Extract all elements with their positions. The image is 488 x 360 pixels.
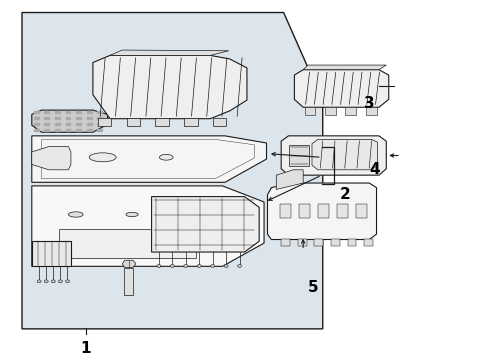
Ellipse shape	[89, 153, 116, 162]
Bar	[97, 129, 102, 131]
Bar	[330, 239, 339, 246]
Ellipse shape	[159, 154, 173, 160]
Bar	[86, 129, 91, 131]
Bar	[297, 239, 306, 246]
Bar	[65, 129, 70, 131]
Bar	[365, 107, 376, 115]
Polygon shape	[151, 197, 259, 252]
Bar	[281, 239, 289, 246]
Bar	[55, 111, 60, 113]
Circle shape	[197, 265, 201, 267]
Bar	[279, 204, 291, 218]
Bar	[44, 111, 49, 113]
Polygon shape	[122, 260, 136, 267]
Bar	[76, 111, 81, 113]
Bar	[65, 117, 70, 119]
Bar	[325, 107, 335, 115]
Circle shape	[170, 265, 174, 267]
Bar	[298, 204, 310, 218]
Bar	[65, 123, 70, 125]
Circle shape	[37, 280, 41, 283]
Circle shape	[210, 265, 214, 267]
Text: 1: 1	[80, 341, 91, 356]
Polygon shape	[294, 70, 388, 107]
Bar	[34, 117, 39, 119]
Bar	[155, 118, 169, 126]
Bar	[86, 111, 91, 113]
Polygon shape	[110, 50, 228, 55]
Bar	[55, 123, 60, 125]
Bar	[97, 123, 102, 125]
Bar	[55, 129, 60, 131]
Polygon shape	[32, 147, 71, 170]
Polygon shape	[32, 110, 107, 132]
Text: 3: 3	[364, 96, 374, 111]
Bar	[97, 117, 102, 119]
Bar	[345, 107, 355, 115]
Polygon shape	[32, 136, 266, 182]
Bar	[76, 129, 81, 131]
Bar	[317, 204, 329, 218]
Bar	[98, 118, 111, 126]
Bar	[364, 239, 372, 246]
Bar	[34, 123, 39, 125]
Ellipse shape	[126, 212, 138, 217]
Circle shape	[59, 280, 62, 283]
Circle shape	[157, 265, 161, 267]
Circle shape	[224, 265, 227, 267]
Bar	[34, 111, 39, 113]
Bar	[304, 107, 315, 115]
Polygon shape	[93, 55, 246, 119]
Bar	[86, 123, 91, 125]
Bar	[44, 129, 49, 131]
Bar	[76, 117, 81, 119]
Bar	[44, 123, 49, 125]
Bar	[314, 239, 323, 246]
Bar	[86, 117, 91, 119]
Circle shape	[44, 280, 48, 283]
Bar	[55, 117, 60, 119]
Polygon shape	[281, 136, 386, 175]
Bar	[336, 204, 347, 218]
Bar	[126, 118, 140, 126]
Circle shape	[65, 280, 69, 283]
Polygon shape	[59, 229, 195, 258]
Bar	[212, 118, 226, 126]
Bar	[183, 118, 197, 126]
Text: 5: 5	[307, 280, 318, 295]
Polygon shape	[32, 186, 264, 266]
Polygon shape	[303, 65, 386, 70]
Bar	[347, 239, 356, 246]
Polygon shape	[32, 241, 71, 266]
Circle shape	[183, 265, 187, 267]
Bar	[355, 204, 366, 218]
Polygon shape	[267, 183, 376, 239]
Polygon shape	[22, 13, 322, 329]
Bar	[76, 123, 81, 125]
Circle shape	[237, 265, 241, 267]
Polygon shape	[311, 139, 377, 170]
Text: 2: 2	[339, 187, 350, 202]
Bar	[44, 117, 49, 119]
Bar	[34, 129, 39, 131]
Ellipse shape	[68, 212, 83, 217]
Bar	[123, 268, 133, 295]
Text: 4: 4	[368, 162, 379, 177]
Polygon shape	[276, 170, 303, 189]
Bar	[97, 111, 102, 113]
Polygon shape	[289, 145, 308, 166]
Circle shape	[51, 280, 55, 283]
Bar	[65, 111, 70, 113]
